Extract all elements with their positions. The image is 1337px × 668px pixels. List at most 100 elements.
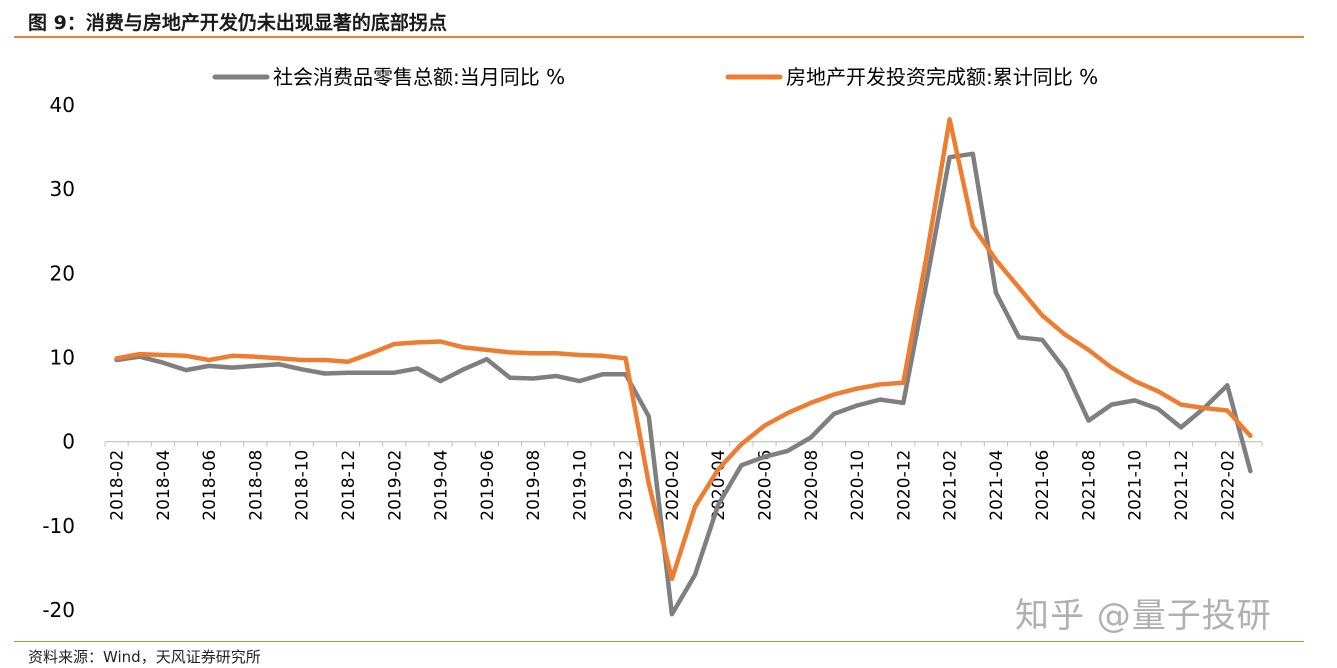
- data-point-series-1: [832, 412, 836, 416]
- data-point-series-2: [1202, 406, 1206, 410]
- data-point-series-2: [485, 348, 489, 352]
- data-point-series-1: [902, 401, 905, 405]
- data-point-series-2: [531, 352, 535, 355]
- data-point-series-1: [578, 379, 581, 383]
- data-point-series-1: [1110, 403, 1113, 406]
- data-point-series-1: [878, 398, 882, 401]
- data-point-series-2: [578, 353, 581, 357]
- data-point-series-2: [300, 358, 303, 362]
- data-point-series-2: [740, 442, 743, 446]
- data-point-series-2: [277, 357, 280, 360]
- x-tick-label: 2020-04: [709, 450, 729, 521]
- data-point-series-2: [115, 357, 118, 360]
- data-point-series-2: [555, 352, 558, 355]
- data-point-series-1: [601, 373, 604, 376]
- data-point-series-2: [994, 258, 998, 262]
- data-point-series-1: [670, 613, 674, 616]
- data-point-series-2: [1133, 379, 1136, 383]
- data-point-series-2: [601, 354, 604, 358]
- data-point-series-2: [1156, 389, 1160, 393]
- x-tick-label: 2020-02: [663, 450, 683, 521]
- data-point-series-2: [855, 387, 859, 390]
- x-tick-label: 2021-08: [1079, 450, 1099, 521]
- y-tick-label: 30: [50, 177, 75, 201]
- data-point-series-2: [763, 424, 766, 427]
- data-point-series-1: [948, 155, 951, 159]
- data-point-series-1: [693, 573, 697, 576]
- data-point-series-2: [902, 381, 905, 384]
- data-point-series-2: [161, 353, 165, 357]
- data-point-series-1: [462, 368, 465, 371]
- x-tick-label: 2019-10: [570, 450, 590, 521]
- data-point-series-1: [1133, 399, 1136, 402]
- data-point-series-1: [555, 374, 558, 378]
- footer-divider: [14, 641, 1304, 642]
- series-line-2: [114, 117, 1253, 582]
- source-note: 资料来源：Wind，天风证券研究所: [28, 648, 261, 666]
- x-tick-label: 2018-04: [154, 450, 174, 521]
- data-point-series-1: [277, 363, 280, 366]
- data-point-series-2: [786, 411, 789, 415]
- x-tick-label: 2020-12: [894, 450, 914, 521]
- data-point-series-1: [1226, 384, 1229, 387]
- data-point-series-1: [231, 366, 234, 369]
- x-tick-label: 2021-06: [1033, 450, 1053, 521]
- data-point-series-1: [439, 379, 442, 383]
- x-tick-label: 2021-10: [1126, 450, 1146, 521]
- x-tick-label: 2022-02: [1218, 450, 1238, 521]
- data-point-series-1: [647, 415, 650, 418]
- data-point-series-2: [1087, 348, 1090, 352]
- data-point-series-2: [508, 351, 512, 354]
- data-point-series-1: [1040, 338, 1044, 342]
- data-point-series-2: [416, 341, 419, 344]
- data-point-series-2: [832, 393, 836, 396]
- series-line-1: [114, 151, 1253, 617]
- data-point-series-1: [531, 377, 535, 380]
- data-point-series-2: [624, 357, 627, 360]
- data-point-series-1: [855, 404, 859, 407]
- y-tick-label: -20: [42, 598, 75, 622]
- x-tick-label: 2021-04: [987, 450, 1007, 521]
- data-point-series-2: [369, 352, 373, 355]
- data-point-series-1: [1156, 407, 1160, 411]
- data-point-series-1: [161, 361, 165, 364]
- x-tick-label: 2018-12: [339, 450, 359, 521]
- data-point-series-2: [809, 401, 812, 405]
- x-tick-label: 2019-06: [478, 450, 498, 521]
- x-tick-label: 2019-08: [524, 450, 544, 521]
- title-divider: [14, 36, 1304, 38]
- x-tick-label: 2019-02: [385, 450, 405, 521]
- data-point-series-1: [369, 371, 373, 374]
- data-point-series-1: [740, 464, 743, 467]
- series-layer: [114, 117, 1253, 617]
- data-point-series-1: [393, 371, 396, 374]
- data-point-series-1: [786, 449, 789, 453]
- y-tick-label: -10: [42, 514, 75, 538]
- watermark: 知乎 @量子投研: [1015, 596, 1272, 636]
- y-tick-label: 0: [62, 430, 75, 454]
- x-tick-label: 2018-10: [293, 450, 313, 521]
- y-tick-label: 40: [50, 93, 75, 117]
- data-point-series-2: [1226, 409, 1229, 412]
- data-point-series-1: [717, 503, 720, 506]
- x-tick-label: 2019-12: [617, 450, 637, 521]
- legend-label-2: 房地产开发投资完成额:累计同比 %: [786, 65, 1098, 89]
- data-point-series-1: [346, 371, 350, 374]
- data-point-series-1: [971, 152, 974, 156]
- data-point-series-2: [971, 225, 974, 228]
- x-axis: 2018-02 2018-04 2018-06 2018-08 2018-10 2018-…: [104, 441, 1263, 521]
- data-point-series-1: [184, 368, 188, 372]
- x-tick-label: 2018-06: [200, 450, 220, 521]
- data-point-series-2: [670, 577, 674, 581]
- data-point-series-2: [1110, 366, 1113, 369]
- data-point-series-1: [1179, 426, 1183, 429]
- data-point-series-2: [346, 360, 350, 363]
- data-point-series-2: [462, 346, 465, 349]
- data-point-series-2: [717, 468, 720, 471]
- data-point-series-2: [1249, 434, 1252, 437]
- data-point-series-2: [231, 354, 234, 358]
- x-tick-label: 2018-08: [246, 450, 266, 521]
- data-point-series-1: [1064, 368, 1067, 372]
- x-tick-label: 2019-04: [432, 450, 452, 521]
